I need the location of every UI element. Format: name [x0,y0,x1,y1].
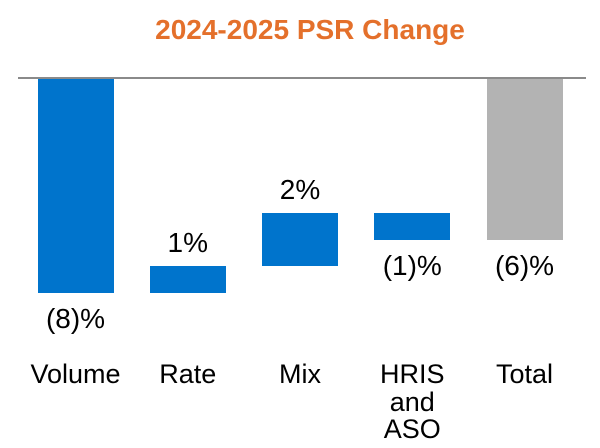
bar-hris-and-aso [374,212,451,240]
value-label-mix: 2% [279,173,321,205]
chart-title: 2024-2025 PSR Change [155,14,465,45]
category-label-volume: Volume [30,359,121,389]
zero-baseline [18,77,586,79]
bar-mix [262,212,338,267]
category-label-mix: Mix [279,359,321,389]
value-label-rate: 1% [167,227,208,259]
category-label-total: Total [495,359,554,389]
value-label-total: (6)% [494,249,555,281]
bar-rate [149,266,226,293]
bar-volume [37,79,114,293]
bar-total [486,79,563,240]
value-label-volume: (8)% [45,303,106,334]
value-label-hris-and-aso: (1)% [382,249,442,281]
category-label-hris-and-aso: HRIS and ASO [379,359,445,444]
category-label-rate: Rate [159,359,217,389]
